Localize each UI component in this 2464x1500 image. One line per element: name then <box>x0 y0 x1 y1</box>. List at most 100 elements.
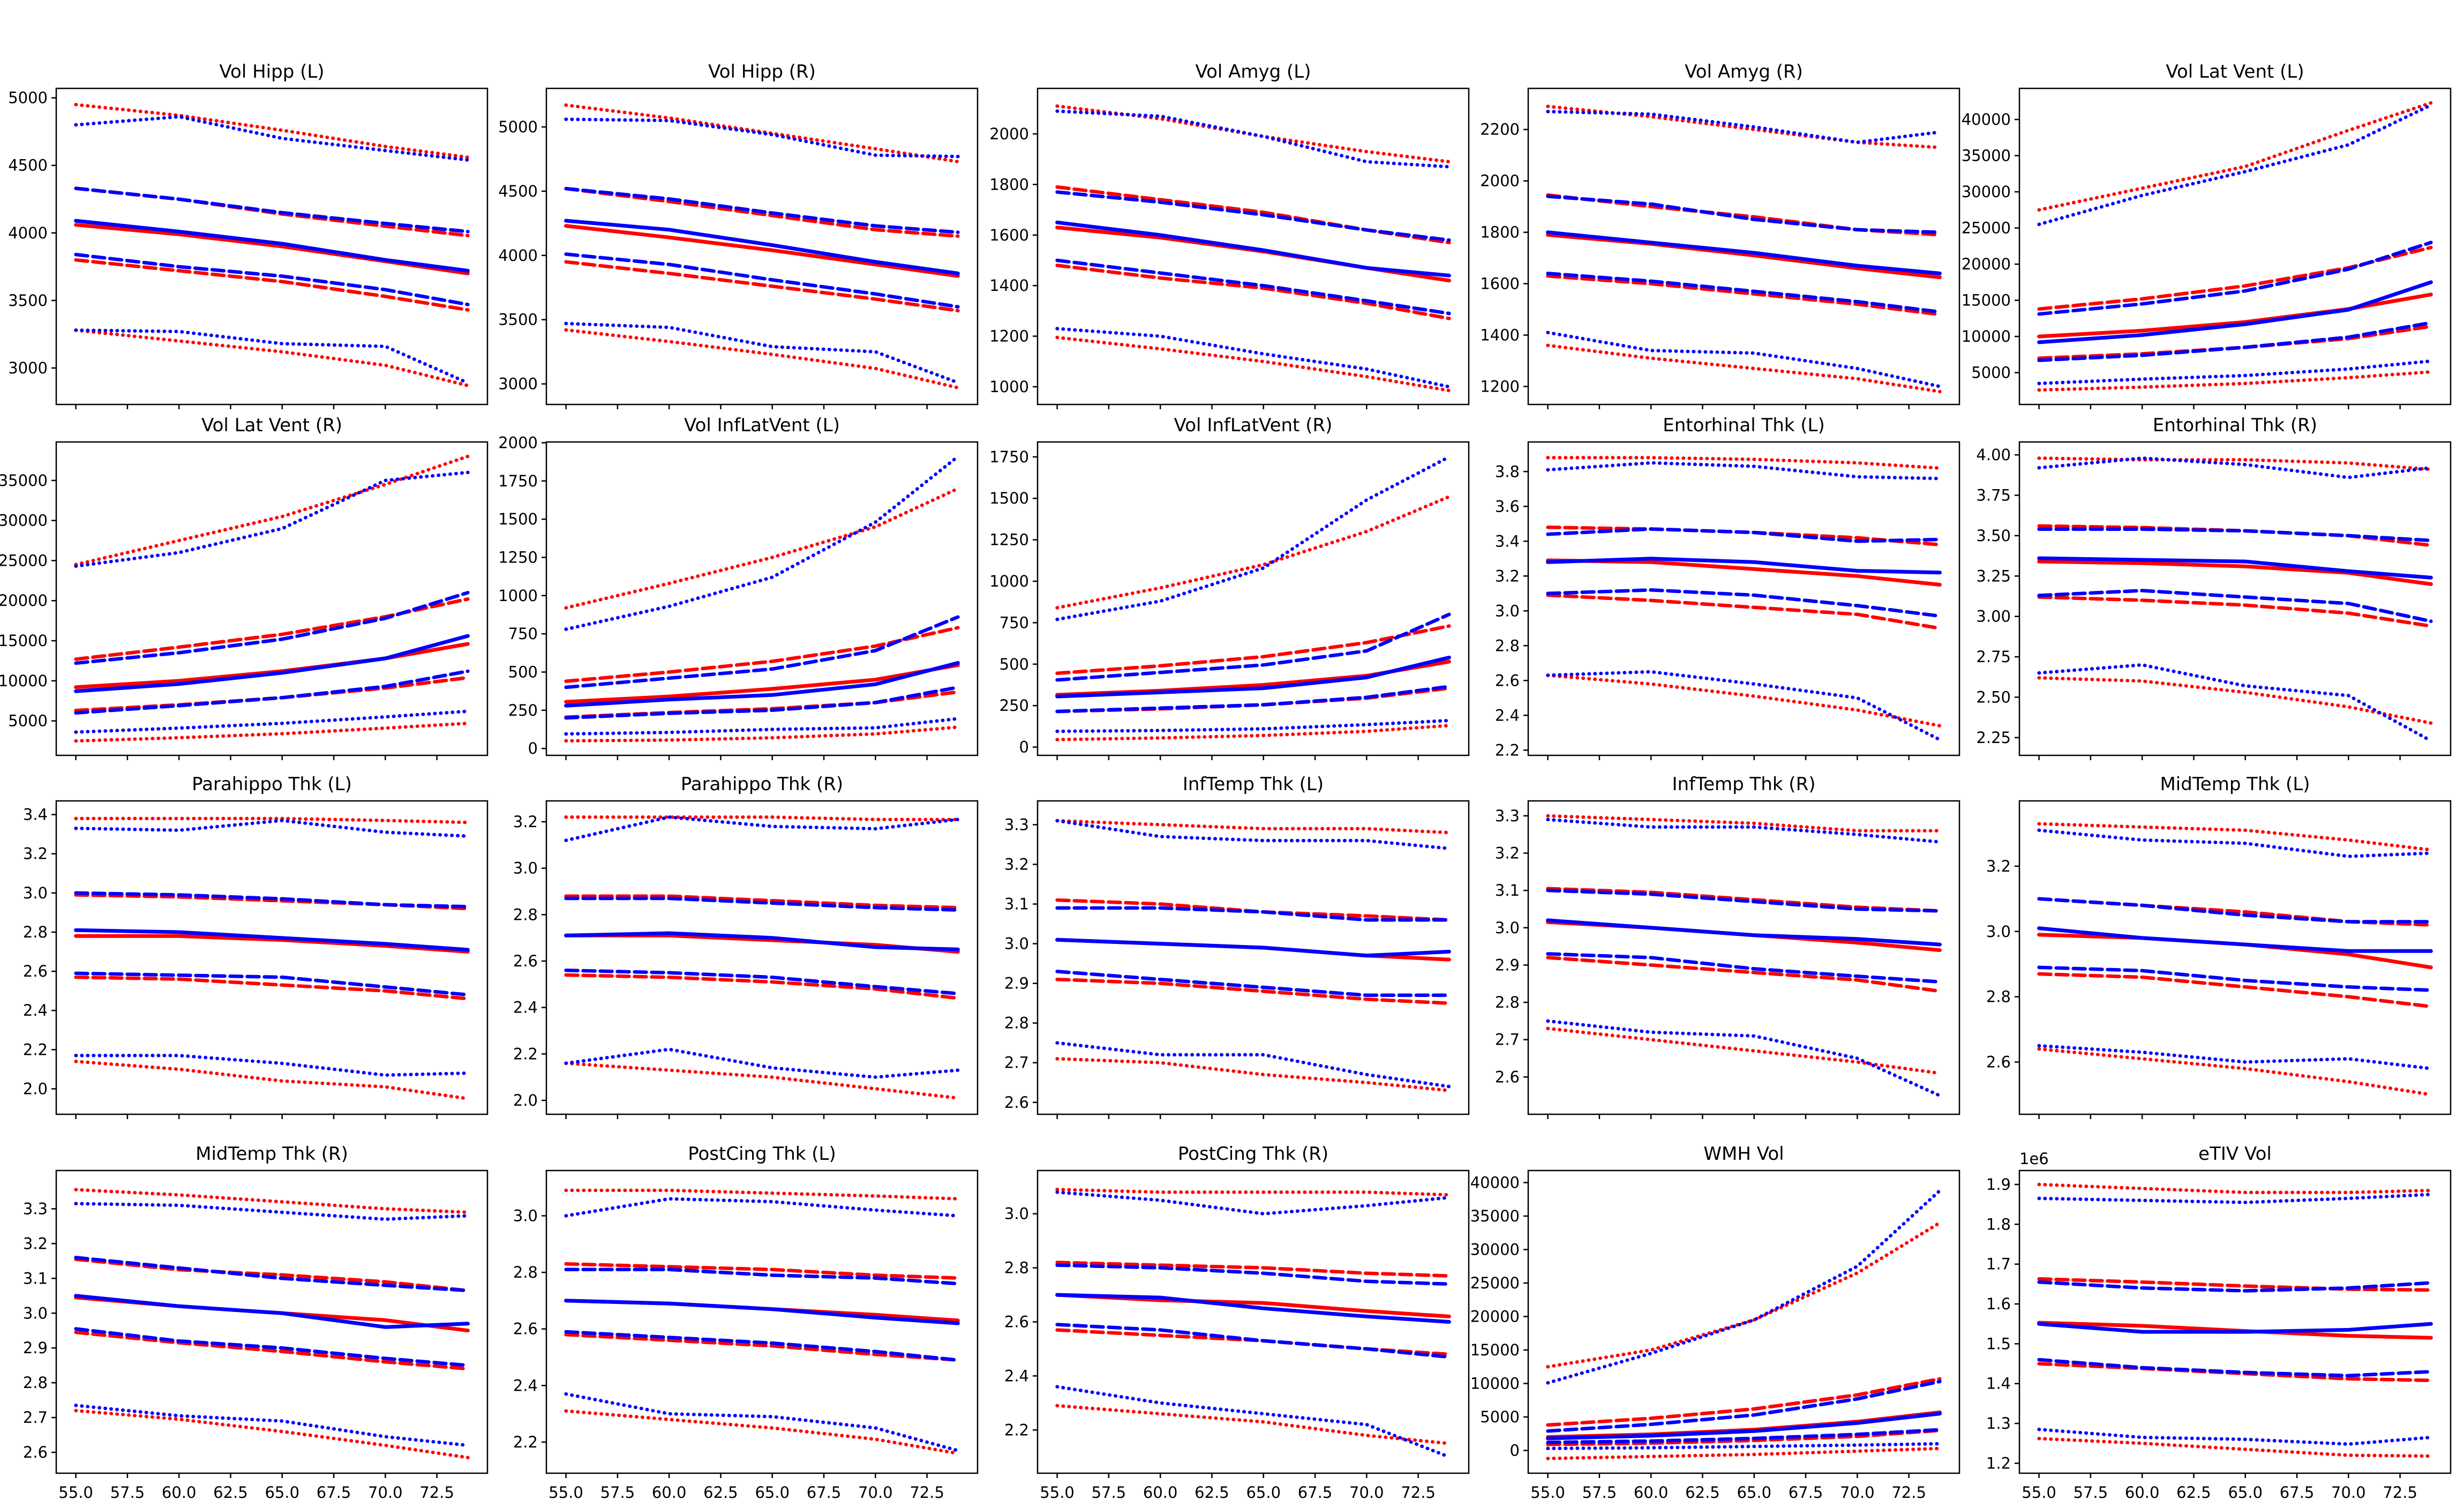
axes-frame <box>55 1169 489 1474</box>
y-tick-label: 2000 <box>498 433 538 452</box>
y-tick-label: 4.00 <box>1976 446 2011 464</box>
y-tick-label: 2.6 <box>513 952 538 970</box>
vol-inflatvent-r-red-p95-dotted-line <box>1055 494 1451 610</box>
y-tick-label: 2.2 <box>23 1040 48 1059</box>
midtemp-thk-r-blue-p50-solid-line <box>74 1294 470 1329</box>
inftemp-thk-r-red-p05-dotted-line <box>1546 1026 1942 1075</box>
y-tick-label: 1600 <box>1480 275 1520 293</box>
vol-hipp-r-red-p50-solid-line <box>564 224 960 278</box>
y-tick-label: 2.8 <box>1495 636 1520 655</box>
entorhinal-thk-l-blue-p95-dotted-line <box>1546 461 1942 481</box>
subplot-inftemp-thk-l: InfTemp Thk (L) 2.6 2.7 2.8 2.9 3.0 3.1 3.2 3.3 <box>1004 774 1470 1119</box>
x-tick-label: 65.0 <box>1246 1483 1281 1500</box>
subplot-vol-amyg-l: Vol Amyg (L) 1000 1200 1400 1600 1800 2000 <box>989 61 1470 409</box>
x-tick-label: 62.5 <box>2176 1483 2211 1500</box>
x-tick-label: 67.5 <box>1789 1483 1823 1500</box>
y-tick-label: 35000 <box>1962 147 2011 165</box>
vol-hipp-r-blue-p50-solid-line <box>564 219 960 275</box>
x-tick-label: 62.5 <box>703 1483 738 1500</box>
subplot-title: eTIV Vol <box>2198 1143 2272 1165</box>
vol-lat-vent-l-blue-p50-solid-line <box>2037 280 2433 344</box>
y-tick-label: 1600 <box>989 226 1029 244</box>
y-tick-label: 500 <box>508 663 538 681</box>
subplot-wmh-vol: WMH Vol 0 5000 10000 15000 20000 25000 30000 350… <box>1470 1143 1960 1500</box>
y-tick-label: 2.8 <box>1004 1014 1029 1032</box>
y-tick-label: 3.2 <box>1986 857 2011 875</box>
etiv-vol-red-p95-dotted-line <box>2037 1182 2433 1195</box>
parahippo-thk-l-red-p95-dotted-line <box>74 816 470 824</box>
midtemp-thk-l-blue-p75-dashed-line <box>2037 897 2433 924</box>
postcing-thk-l-blue-p25-dashed-line <box>564 1330 960 1362</box>
y-tick-label: 3500 <box>8 291 48 310</box>
y-tick-label: 3.0 <box>513 1206 538 1225</box>
y-tick-label: 30000 <box>1470 1241 1520 1259</box>
subplot-title: Entorhinal Thk (R) <box>2153 415 2317 436</box>
y-tick-label: 2.4 <box>513 999 538 1017</box>
vol-lat-vent-r-blue-p50-solid-line <box>74 634 470 693</box>
subplot-title: Vol InfLatVent (L) <box>684 415 840 436</box>
subplot-title: PostCing Thk (R) <box>1178 1143 1328 1165</box>
x-tick-label: 65.0 <box>755 1483 790 1500</box>
x-tick-label: 55.0 <box>1530 1483 1565 1500</box>
midtemp-thk-r-blue-p05-dotted-line <box>74 1404 470 1448</box>
y-tick-label: 2.6 <box>1004 1313 1029 1331</box>
subplot-vol-amyg-r: Vol Amyg (R) 1200 1400 1600 1800 2000 2200 <box>1480 61 1960 409</box>
y-tick-label: 30000 <box>1962 183 2011 201</box>
y-tick-label: 2.8 <box>1986 988 2011 1006</box>
subplot-title: MidTemp Thk (L) <box>2160 774 2310 795</box>
vol-inflatvent-r-red-p05-dotted-line <box>1055 724 1451 741</box>
axes-frame <box>1036 441 1470 756</box>
subplot-parahippo-thk-l: Parahippo Thk (L) 2.0 2.2 2.4 2.6 2.8 3.0 3.2 3.… <box>23 774 489 1119</box>
inftemp-thk-l-red-p05-dotted-line <box>1055 1057 1451 1092</box>
y-tick-label: 25000 <box>0 551 48 569</box>
y-tick-label: 2.8 <box>513 1263 538 1281</box>
y-tick-label: 0 <box>1510 1442 1520 1460</box>
y-tick-label: 2.4 <box>1495 706 1520 724</box>
y-tick-label: 4500 <box>498 182 538 200</box>
parahippo-thk-l-blue-p75-dashed-line <box>74 891 470 909</box>
y-tick-label: 5000 <box>1971 364 2011 382</box>
vol-hipp-r-red-p05-dotted-line <box>564 328 960 390</box>
x-tick-label: 55.0 <box>58 1483 93 1500</box>
vol-hipp-l-red-p25-dashed-line <box>74 258 470 312</box>
axes-frame <box>1036 1169 1470 1474</box>
parahippo-thk-l-red-p50-solid-line <box>74 934 470 954</box>
y-tick-label: 2.8 <box>23 923 48 941</box>
inftemp-thk-r-blue-p75-dashed-line <box>1546 888 1942 913</box>
subplot-title: Parahippo Thk (R) <box>681 774 843 795</box>
inftemp-thk-r-red-p25-dashed-line <box>1546 956 1942 993</box>
subplot-postcing-thk-r: PostCing Thk (R) 2.2 2.4 2.6 2.8 3.0 55.0 57.5 6… <box>1004 1143 1470 1500</box>
y-axis-offset-label: 1e6 <box>2019 1150 2049 1168</box>
entorhinal-thk-r-red-p50-solid-line <box>2037 559 2433 586</box>
vol-inflatvent-r-red-p75-dashed-line <box>1055 624 1451 676</box>
subplot-vol-lat-vent-l-lines <box>2037 101 2433 392</box>
inftemp-thk-l-blue-p50-solid-line <box>1055 938 1451 958</box>
entorhinal-thk-l-red-p25-dashed-line <box>1546 593 1942 631</box>
parahippo-thk-r-blue-p50-solid-line <box>564 931 960 951</box>
x-tick-label: 65.0 <box>2228 1483 2263 1500</box>
parahippo-thk-l-blue-p50-solid-line <box>74 928 470 952</box>
entorhinal-thk-r-red-p95-dotted-line <box>2037 456 2433 471</box>
vol-amyg-l-red-p75-dashed-line <box>1055 185 1451 245</box>
vol-lat-vent-r-blue-p75-dashed-line <box>74 591 470 665</box>
subplot-vol-amyg-l-lines <box>1055 104 1451 393</box>
subplot-inftemp-thk-r: InfTemp Thk (R) 2.6 2.7 2.8 2.9 3.0 3.1 3.2 3.3 <box>1495 774 1960 1119</box>
vol-hipp-r-blue-p05-dotted-line <box>564 321 960 385</box>
vol-lat-vent-l-red-p25-dashed-line <box>2037 324 2433 360</box>
inftemp-thk-l-red-p95-dotted-line <box>1055 819 1451 835</box>
y-tick-label: 1000 <box>498 587 538 605</box>
y-tick-label: 3.6 <box>1495 497 1520 515</box>
x-tick-label: 70.0 <box>1349 1483 1384 1500</box>
subplot-title: Parahippo Thk (L) <box>192 774 352 795</box>
y-tick-label: 1.6 <box>1986 1295 2011 1313</box>
subplot-midtemp-thk-l: MidTemp Thk (L) 2.6 2.8 3.0 3.2 <box>1986 774 2452 1119</box>
y-tick-label: 2.50 <box>1976 688 2011 706</box>
vol-amyg-r-red-p95-dotted-line <box>1546 104 1942 149</box>
y-tick-label: 2.0 <box>23 1079 48 1098</box>
y-tick-label: 35000 <box>1470 1207 1520 1225</box>
entorhinal-thk-l-blue-p05-dotted-line <box>1546 670 1942 742</box>
y-tick-label: 2.7 <box>23 1408 48 1427</box>
y-tick-label: 10000 <box>1962 327 2011 346</box>
x-tick-label: 57.5 <box>110 1483 145 1500</box>
parahippo-thk-r-blue-p75-dashed-line <box>564 896 960 912</box>
